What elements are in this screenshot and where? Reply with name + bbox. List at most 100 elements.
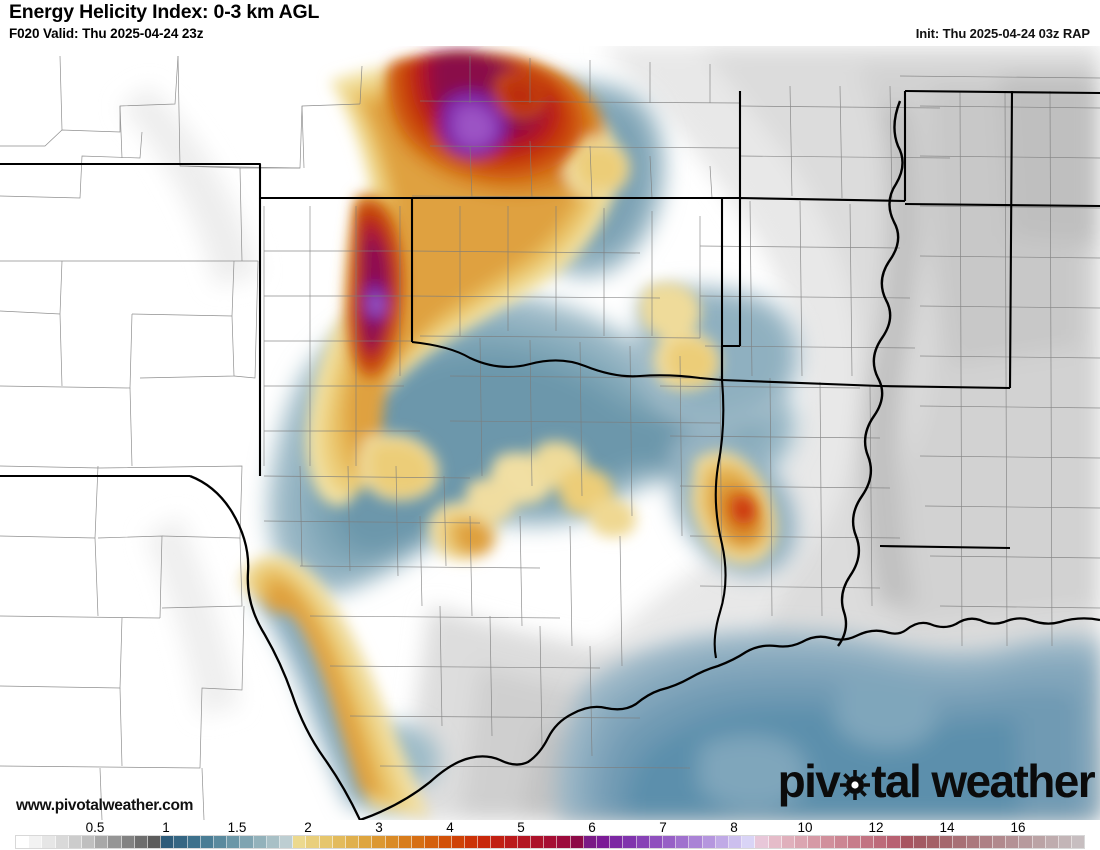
colorbar-swatch-17 <box>240 836 254 848</box>
colorbar-swatch-45 <box>610 836 624 848</box>
colorbar-swatch-72 <box>966 836 980 848</box>
colorbar-swatch-13 <box>187 836 201 848</box>
colorbar-swatch-67 <box>900 836 914 848</box>
colorbar-swatch-1 <box>29 836 43 848</box>
colorbar-swatch-63 <box>847 836 861 848</box>
colorbar-swatch-44 <box>596 836 611 848</box>
map-header: Energy Helicity Index: 0-3 km AGL F020 V… <box>0 0 1100 46</box>
colorbar-swatch-34 <box>464 836 479 848</box>
colorbar-swatch-35 <box>478 836 492 848</box>
colorbar-swatch-52 <box>702 836 716 848</box>
colorbar-swatch-70 <box>940 836 954 848</box>
colorbar-swatch-26 <box>359 836 373 848</box>
colorbar-tick-5: 5 <box>517 820 525 835</box>
brand-text-part1: piv <box>777 755 841 807</box>
colorbar-swatch-73 <box>979 836 994 848</box>
init-time-label: Init: Thu 2025-04-24 03z RAP <box>915 26 1090 41</box>
warm-shading-layer <box>240 55 778 818</box>
colorbar-swatch-0 <box>16 836 30 848</box>
colorbar-swatch-80 <box>1072 836 1085 848</box>
colorbar-swatch-24 <box>332 836 347 848</box>
colorbar-swatch-2 <box>42 836 56 848</box>
colorbar-swatch-8 <box>121 836 135 848</box>
colorbar-swatch-4 <box>68 836 83 848</box>
state-borders <box>0 89 1100 820</box>
brand-text-part2: tal weather <box>871 755 1095 807</box>
colorbar-swatches[interactable] <box>15 835 1085 849</box>
colorbar-swatch-46 <box>623 836 637 848</box>
colorbar-swatch-61 <box>821 836 835 848</box>
valid-time-label: F020 Valid: Thu 2025-04-24 23z <box>9 26 204 41</box>
colorbar-swatch-57 <box>768 836 782 848</box>
colorbar-tick-8: 8 <box>730 820 738 835</box>
colorbar-swatch-71 <box>953 836 967 848</box>
colorbar-swatch-77 <box>1032 836 1046 848</box>
colorbar-tick-3: 3 <box>375 820 383 835</box>
colorbar-swatch-41 <box>557 836 571 848</box>
colorbar-swatch-54 <box>728 836 743 848</box>
colorbar-swatch-62 <box>834 836 848 848</box>
colorbar-swatch-21 <box>293 836 307 848</box>
colorbar-swatch-56 <box>755 836 769 848</box>
county-borders <box>0 55 1100 820</box>
colorbar-swatch-75 <box>1006 836 1020 848</box>
colorbar-swatch-29 <box>398 836 413 848</box>
colorbar-swatch-51 <box>689 836 703 848</box>
colorbar-tick-0.5: 0.5 <box>85 820 105 835</box>
colorbar-swatch-14 <box>200 836 215 848</box>
colorbar-swatch-53 <box>715 836 729 848</box>
colorbar-swatch-7 <box>108 836 122 848</box>
colorbar-tick-6: 6 <box>588 820 596 835</box>
ehi-contour-field <box>0 46 1100 820</box>
colorbar-swatch-23 <box>319 836 333 848</box>
colorbar-swatch-31 <box>425 836 439 848</box>
colorbar-swatch-60 <box>808 836 822 848</box>
colorbar-swatch-19 <box>266 836 281 848</box>
colorbar-swatch-79 <box>1059 836 1073 848</box>
colorbar-swatch-38 <box>517 836 531 848</box>
map-canvas[interactable]: www.pivotalweather.com piv <box>0 46 1100 820</box>
colorbar-swatch-64 <box>861 836 875 848</box>
colorbar[interactable]: 0.5 1 1.5 2 3 4 5 6 7 8 10 12 14 16 <box>0 820 1100 850</box>
colorbar-swatch-27 <box>372 836 386 848</box>
colorbar-swatch-33 <box>451 836 465 848</box>
colorbar-tick-12: 12 <box>868 820 884 835</box>
colorbar-swatch-65 <box>874 836 888 848</box>
pivotal-weather-logo: piv <box>777 755 1096 807</box>
colorbar-swatch-3 <box>55 836 69 848</box>
colorbar-swatch-32 <box>438 836 452 848</box>
colorbar-swatch-10 <box>148 836 162 848</box>
colorbar-swatch-78 <box>1045 836 1060 848</box>
colorbar-swatch-42 <box>570 836 584 848</box>
colorbar-swatch-37 <box>504 836 518 848</box>
colorbar-swatch-22 <box>306 836 320 848</box>
colorbar-swatch-12 <box>174 836 188 848</box>
colorbar-swatch-48 <box>649 836 663 848</box>
colorbar-swatch-9 <box>134 836 149 848</box>
colorbar-swatch-66 <box>887 836 901 848</box>
page-title: Energy Helicity Index: 0-3 km AGL <box>9 1 320 23</box>
colorbar-tick-labels: 0.5 1 1.5 2 3 4 5 6 7 8 10 12 14 16 <box>0 820 1100 835</box>
colorbar-swatch-58 <box>781 836 795 848</box>
colorbar-swatch-18 <box>253 836 267 848</box>
colorbar-tick-10: 10 <box>797 820 813 835</box>
colorbar-swatch-20 <box>280 836 294 848</box>
colorbar-swatch-5 <box>82 836 96 848</box>
gear-sun-icon <box>840 770 871 800</box>
colorbar-tick-1.5: 1.5 <box>227 820 247 835</box>
site-url-watermark: www.pivotalweather.com <box>16 797 194 814</box>
colorbar-swatch-25 <box>346 836 360 848</box>
colorbar-swatch-39 <box>530 836 545 848</box>
colorbar-swatch-68 <box>913 836 928 848</box>
colorbar-tick-2: 2 <box>304 820 312 835</box>
colorbar-tick-4: 4 <box>446 820 454 835</box>
colorbar-swatch-40 <box>544 836 558 848</box>
colorbar-swatch-47 <box>636 836 650 848</box>
colorbar-swatch-55 <box>742 836 756 848</box>
colorbar-swatch-50 <box>676 836 690 848</box>
colorbar-swatch-6 <box>95 836 109 848</box>
colorbar-swatch-59 <box>794 836 809 848</box>
colorbar-tick-1: 1 <box>162 820 170 835</box>
colorbar-swatch-15 <box>214 836 228 848</box>
